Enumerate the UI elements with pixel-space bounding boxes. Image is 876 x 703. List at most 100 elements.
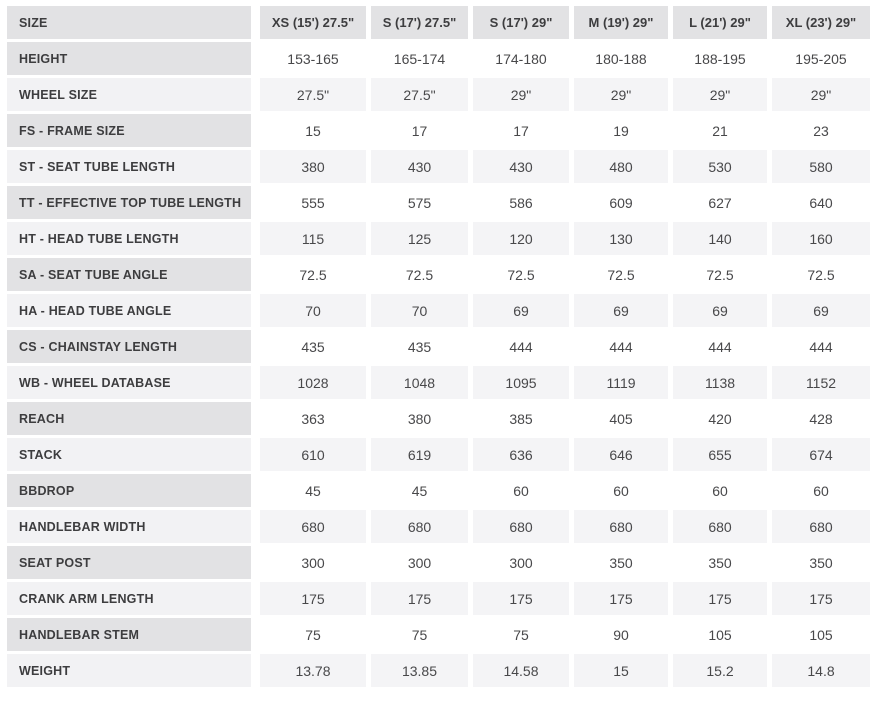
- table-row: WEIGHT 13.78 13.85 14.58 15 15.2 14.8: [7, 654, 870, 690]
- cell-value: 72.5: [772, 258, 870, 294]
- table-row: WB - WHEEL DATABASE 1028 1048 1095 1119 1138 1…: [7, 366, 870, 402]
- cell-value: 636: [473, 438, 574, 474]
- table-body: HEIGHT 153-165 165-174 174-180 180-188 188-19…: [7, 42, 870, 690]
- cell-value: 72.5: [473, 258, 574, 294]
- table-row: HANDLEBAR WIDTH 680 680 680 680 680 680: [7, 510, 870, 546]
- row-label: ST - SEAT TUBE LENGTH: [7, 150, 260, 186]
- cell-value: 430: [371, 150, 473, 186]
- cell-value: 60: [473, 474, 574, 510]
- cell-value: 363: [260, 402, 371, 438]
- cell-value: 105: [772, 618, 870, 654]
- cell-value: 175: [371, 582, 473, 618]
- table-row: SA - SEAT TUBE ANGLE 72.5 72.5 72.5 72.5 72.5…: [7, 258, 870, 294]
- cell-value: 69: [574, 294, 673, 330]
- cell-value: 125: [371, 222, 473, 258]
- cell-value: 72.5: [574, 258, 673, 294]
- row-label: CS - CHAINSTAY LENGTH: [7, 330, 260, 366]
- cell-value: 680: [574, 510, 673, 546]
- cell-value: 21: [673, 114, 772, 150]
- cell-value: 619: [371, 438, 473, 474]
- size-column-header: SIZE: [7, 6, 260, 42]
- cell-value: 444: [673, 330, 772, 366]
- cell-value: 350: [772, 546, 870, 582]
- cell-value: 1028: [260, 366, 371, 402]
- row-label: HT - HEAD TUBE LENGTH: [7, 222, 260, 258]
- cell-value: 13.85: [371, 654, 473, 690]
- column-header: XL (23') 29": [772, 6, 870, 42]
- cell-value: 45: [260, 474, 371, 510]
- cell-value: 175: [260, 582, 371, 618]
- cell-value: 1119: [574, 366, 673, 402]
- cell-value: 75: [371, 618, 473, 654]
- table-row: CRANK ARM LENGTH 175 175 175 175 175 175: [7, 582, 870, 618]
- cell-value: 174-180: [473, 42, 574, 78]
- cell-value: 180-188: [574, 42, 673, 78]
- row-label: HEIGHT: [7, 42, 260, 78]
- cell-value: 175: [473, 582, 574, 618]
- row-label: SA - SEAT TUBE ANGLE: [7, 258, 260, 294]
- column-header: L (21') 29": [673, 6, 772, 42]
- cell-value: 435: [371, 330, 473, 366]
- cell-value: 580: [772, 150, 870, 186]
- cell-value: 115: [260, 222, 371, 258]
- cell-value: 428: [772, 402, 870, 438]
- cell-value: 69: [673, 294, 772, 330]
- cell-value: 175: [574, 582, 673, 618]
- cell-value: 350: [574, 546, 673, 582]
- cell-value: 680: [772, 510, 870, 546]
- cell-value: 674: [772, 438, 870, 474]
- cell-value: 655: [673, 438, 772, 474]
- cell-value: 27.5": [260, 78, 371, 114]
- cell-value: 195-205: [772, 42, 870, 78]
- cell-value: 29": [473, 78, 574, 114]
- cell-value: 29": [574, 78, 673, 114]
- cell-value: 380: [260, 150, 371, 186]
- cell-value: 140: [673, 222, 772, 258]
- cell-value: 69: [772, 294, 870, 330]
- cell-value: 72.5: [260, 258, 371, 294]
- cell-value: 15: [260, 114, 371, 150]
- cell-value: 15.2: [673, 654, 772, 690]
- cell-value: 430: [473, 150, 574, 186]
- cell-value: 23: [772, 114, 870, 150]
- table-row: WHEEL SIZE 27.5" 27.5" 29" 29" 29" 29": [7, 78, 870, 114]
- cell-value: 1095: [473, 366, 574, 402]
- cell-value: 385: [473, 402, 574, 438]
- cell-value: 27.5": [371, 78, 473, 114]
- cell-value: 17: [473, 114, 574, 150]
- cell-value: 300: [473, 546, 574, 582]
- cell-value: 444: [574, 330, 673, 366]
- table-row: CS - CHAINSTAY LENGTH 435 435 444 444 444 444: [7, 330, 870, 366]
- cell-value: 680: [371, 510, 473, 546]
- cell-value: 13.78: [260, 654, 371, 690]
- table-row: HT - HEAD TUBE LENGTH 115 125 120 130 140 160: [7, 222, 870, 258]
- cell-value: 70: [260, 294, 371, 330]
- cell-value: 153-165: [260, 42, 371, 78]
- cell-value: 586: [473, 186, 574, 222]
- cell-value: 19: [574, 114, 673, 150]
- cell-value: 609: [574, 186, 673, 222]
- column-header: M (19') 29": [574, 6, 673, 42]
- table-row: HANDLEBAR STEM 75 75 75 90 105 105: [7, 618, 870, 654]
- row-label: WB - WHEEL DATABASE: [7, 366, 260, 402]
- row-label: STACK: [7, 438, 260, 474]
- table-row: HEIGHT 153-165 165-174 174-180 180-188 188-19…: [7, 42, 870, 78]
- cell-value: 120: [473, 222, 574, 258]
- cell-value: 444: [473, 330, 574, 366]
- cell-value: 405: [574, 402, 673, 438]
- cell-value: 60: [673, 474, 772, 510]
- row-label: BBDROP: [7, 474, 260, 510]
- cell-value: 420: [673, 402, 772, 438]
- column-header: S (17') 29": [473, 6, 574, 42]
- cell-value: 90: [574, 618, 673, 654]
- cell-value: 680: [260, 510, 371, 546]
- cell-value: 14.58: [473, 654, 574, 690]
- cell-value: 69: [473, 294, 574, 330]
- cell-value: 300: [260, 546, 371, 582]
- row-label: WEIGHT: [7, 654, 260, 690]
- cell-value: 14.8: [772, 654, 870, 690]
- cell-value: 646: [574, 438, 673, 474]
- row-label: SEAT POST: [7, 546, 260, 582]
- row-label: HA - HEAD TUBE ANGLE: [7, 294, 260, 330]
- table-row: FS - FRAME SIZE 15 17 17 19 21 23: [7, 114, 870, 150]
